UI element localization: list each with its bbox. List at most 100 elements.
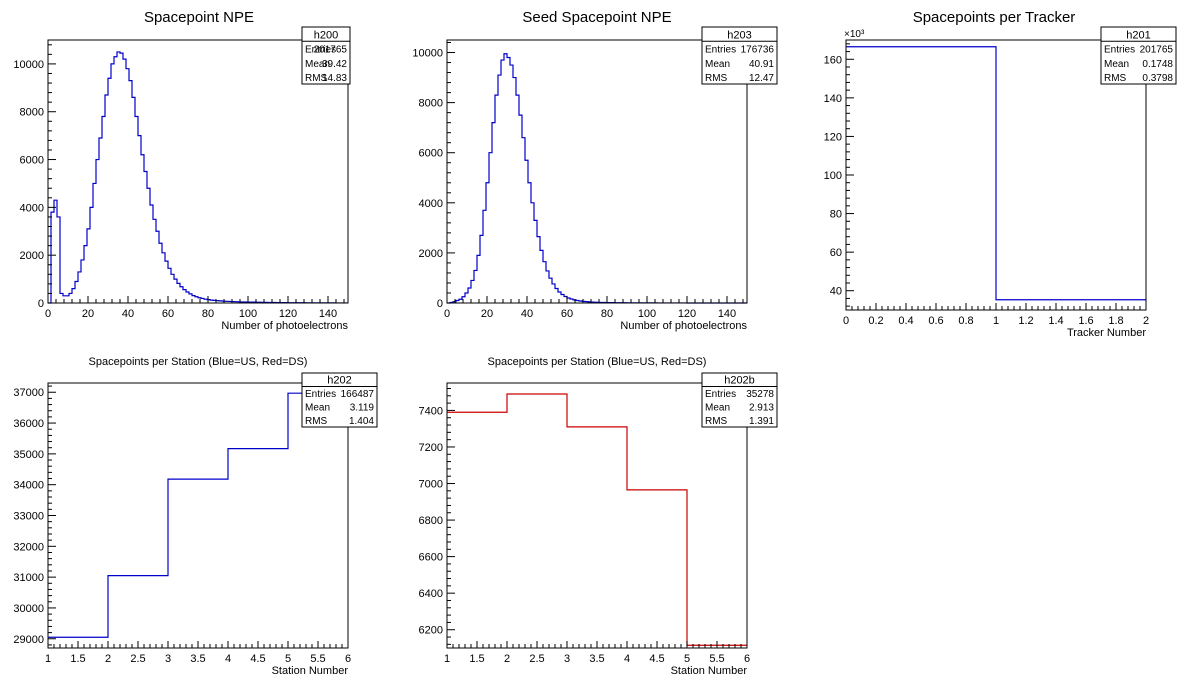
x-tick-label: 0.6 [928,315,943,327]
x-axis-label: Station Number [671,665,748,677]
x-tick-label: 4.5 [649,653,664,665]
x-tick-label: 1 [993,315,999,327]
y-tick-label: 4000 [20,202,44,214]
stats-row-value: 14.83 [322,73,347,84]
x-tick-label: 1.8 [1108,315,1123,327]
stats-row-value: 12.47 [749,73,774,84]
y-tick-label: 160 [824,54,842,66]
x-tick-label: 0.8 [958,315,973,327]
stats-row-value: 201765 [314,45,348,56]
x-tick-label: 100 [239,308,257,320]
histogram-panel-h203: Seed Spacepoint NPE 0 20 40 60 80 100 120 140 0 20… [412,9,778,332]
histogram-series-line [447,53,747,304]
stats-row-value: 40.91 [749,59,774,70]
chart-title: Seed Spacepoint NPE [522,9,671,26]
stats-row-label: Entries [1104,45,1135,56]
stats-box-title: h203 [727,29,751,41]
y-tick-label: 6200 [419,625,443,637]
y-tick-label: 30000 [13,603,44,615]
y-tick-label: 33000 [13,511,44,523]
x-axis-label: Number of photoelectrons [221,320,348,332]
x-tick-label: 20 [481,308,493,320]
stats-row-value: 2.913 [749,403,774,414]
x-tick-label: 5 [285,653,291,665]
stats-row-label: Entries [305,389,336,400]
stats-row-value: 1.404 [349,416,374,427]
x-tick-label: 0 [843,315,849,327]
x-tick-label: 2 [1143,315,1149,327]
y-tick-label: 140 [824,93,842,105]
x-tick-label: 4.5 [250,653,265,665]
stats-box: h201 Entries 201765 Mean 0.1748 RMS 0.3798 [1100,26,1177,85]
stats-box-title: h202b [724,375,755,387]
histogram-series-line [846,46,1146,301]
y-tick-label: 6400 [419,588,443,600]
x-tick-label: 6 [345,653,351,665]
stats-box: h202b Entries 35278 Mean 2.913 RMS 1.391 [701,372,778,428]
stats-row-label: Mean [305,59,330,70]
y-tick-label: 2000 [419,248,443,260]
stats-box-title: h200 [314,29,338,41]
x-tick-label: 60 [162,308,174,320]
y-tick-label: 32000 [13,541,44,553]
stats-box: h203 Entries 176736 Mean 40.91 RMS 12.47 [701,26,778,85]
y-tick-label: 4000 [419,198,443,210]
y-tick-label: 6800 [419,515,443,527]
x-axis-label: Tracker Number [1067,327,1146,339]
x-tick-label: 120 [279,308,297,320]
x-tick-label: 3 [564,653,570,665]
y-tick-label: 60 [830,247,842,259]
x-tick-label: 3.5 [589,653,604,665]
x-tick-label: 5.5 [709,653,724,665]
y-tick-label: 2000 [20,250,44,262]
stats-row-label: Mean [705,403,730,414]
x-axis-label: Number of photoelectrons [620,320,747,332]
x-tick-label: 1.2 [1018,315,1033,327]
stats-row-value: 39.42 [322,59,347,70]
y-tick-label: 6000 [20,155,44,167]
x-tick-label: 80 [202,308,214,320]
y-tick-label: 6000 [419,148,443,160]
x-axis-label: Station Number [272,665,349,677]
stats-row-label: RMS [1104,73,1127,84]
x-tick-label: 1 [444,653,450,665]
x-tick-label: 40 [521,308,533,320]
y-tick-label: 80 [830,209,842,221]
stats-row-label: Entries [305,45,336,56]
y-exponent-label: ×10³ [844,29,865,40]
y-tick-label: 7400 [419,405,443,417]
stats-row-value: 201765 [1140,45,1174,56]
histogram-series-line [447,393,747,646]
x-tick-label: 5 [684,653,690,665]
stats-row-value: 3.119 [350,403,375,414]
stats-row-value: 0.3798 [1142,73,1173,84]
y-tick-label: 120 [824,131,842,143]
histogram-series-line [48,51,348,304]
x-tick-label: 4 [624,653,630,665]
x-tick-label: 3 [165,653,171,665]
y-tick-label: 34000 [13,480,44,492]
x-tick-label: 40 [122,308,134,320]
x-tick-label: 1.5 [70,653,85,665]
x-tick-label: 80 [601,308,613,320]
y-tick-label: 10000 [412,48,443,60]
histogram-panel-h200: Spacepoint NPE 0 20 40 60 80 100 120 140 0 2000 400… [13,9,351,332]
y-tick-label: 10000 [13,59,44,71]
stats-row-label: RMS [705,416,728,427]
y-tick-label: 6600 [419,552,443,564]
x-tick-label: 2.5 [529,653,544,665]
histogram-panel-h202: Spacepoints per Station (Blue=US, Red=DS… [13,356,378,677]
x-tick-label: 60 [561,308,573,320]
x-tick-label: 1.5 [469,653,484,665]
chart-title: Spacepoint NPE [144,9,254,26]
y-tick-label: 0 [38,298,44,310]
stats-box-title: h202 [327,375,351,387]
x-tick-label: 1.4 [1048,315,1063,327]
histogram-panel-h201: Spacepoints per Tracker 0 0.2 0.4 0.6 0.8 1 1.2… [824,9,1177,339]
x-tick-label: 140 [718,308,736,320]
x-tick-label: 3.5 [190,653,205,665]
stats-row-label: Mean [305,403,330,414]
stats-row-label: Entries [705,45,736,56]
x-tick-label: 1 [45,653,51,665]
stats-row-label: Mean [705,59,730,70]
